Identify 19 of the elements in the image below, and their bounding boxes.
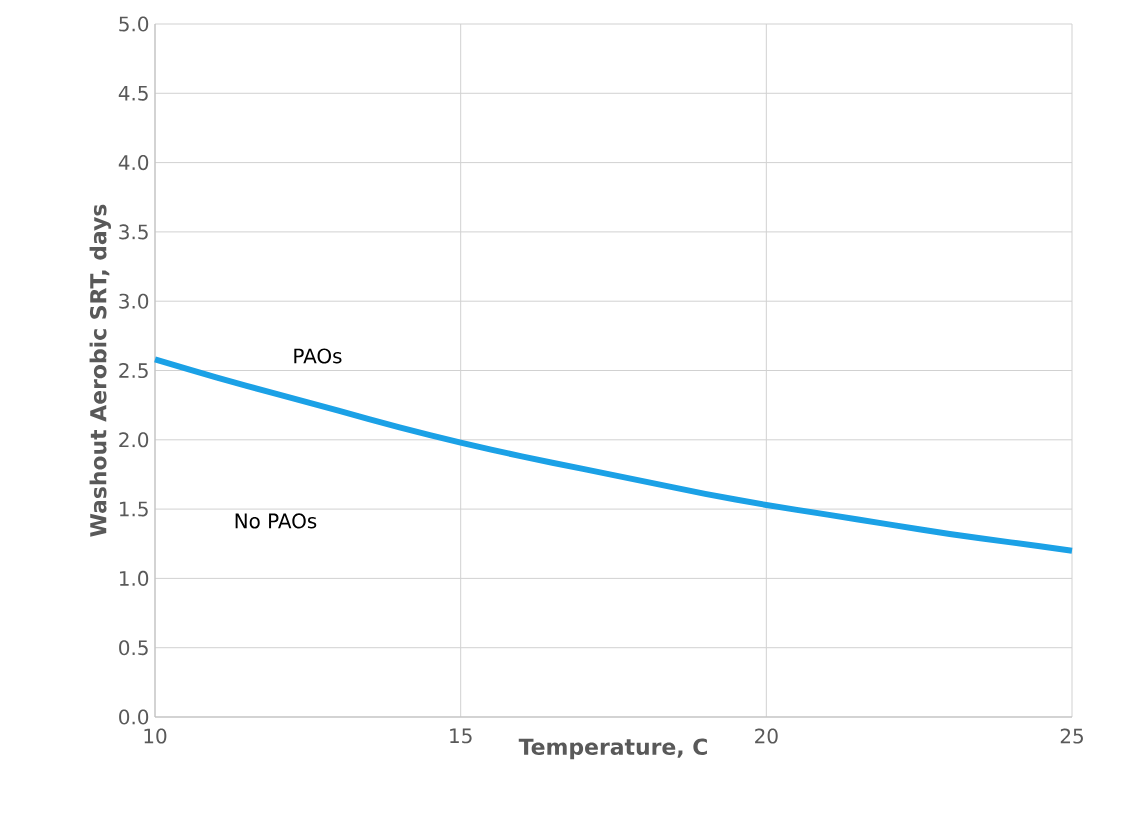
y-tick-label: 1.5 bbox=[119, 501, 148, 517]
x-tick-label: 20 bbox=[755, 728, 778, 744]
y-tick-label: 0.0 bbox=[119, 709, 149, 725]
y-tick-label: 1.0 bbox=[119, 570, 149, 586]
x-axis-title: Temperature, C bbox=[518, 738, 707, 760]
x-tick-label: 25 bbox=[1060, 728, 1083, 744]
annotation: No PAOs bbox=[235, 513, 317, 529]
y-tick-label: 5.0 bbox=[119, 16, 149, 32]
y-tick-label: 3.0 bbox=[119, 293, 149, 309]
y-tick-label: 4.0 bbox=[118, 155, 149, 171]
y-axis-title: Washout Aerobic SRT, days bbox=[89, 204, 111, 537]
x-tick-label: 15 bbox=[450, 728, 472, 744]
x-tick-label: 10 bbox=[144, 728, 167, 744]
y-tick-label: 0.5 bbox=[119, 640, 148, 656]
y-tick-label: 4.5 bbox=[118, 85, 148, 101]
annotation: PAOs bbox=[294, 348, 342, 364]
y-tick-label: 2.0 bbox=[119, 432, 149, 448]
y-tick-label: 2.5 bbox=[119, 362, 148, 379]
y-tick-label: 3.5 bbox=[119, 224, 148, 240]
